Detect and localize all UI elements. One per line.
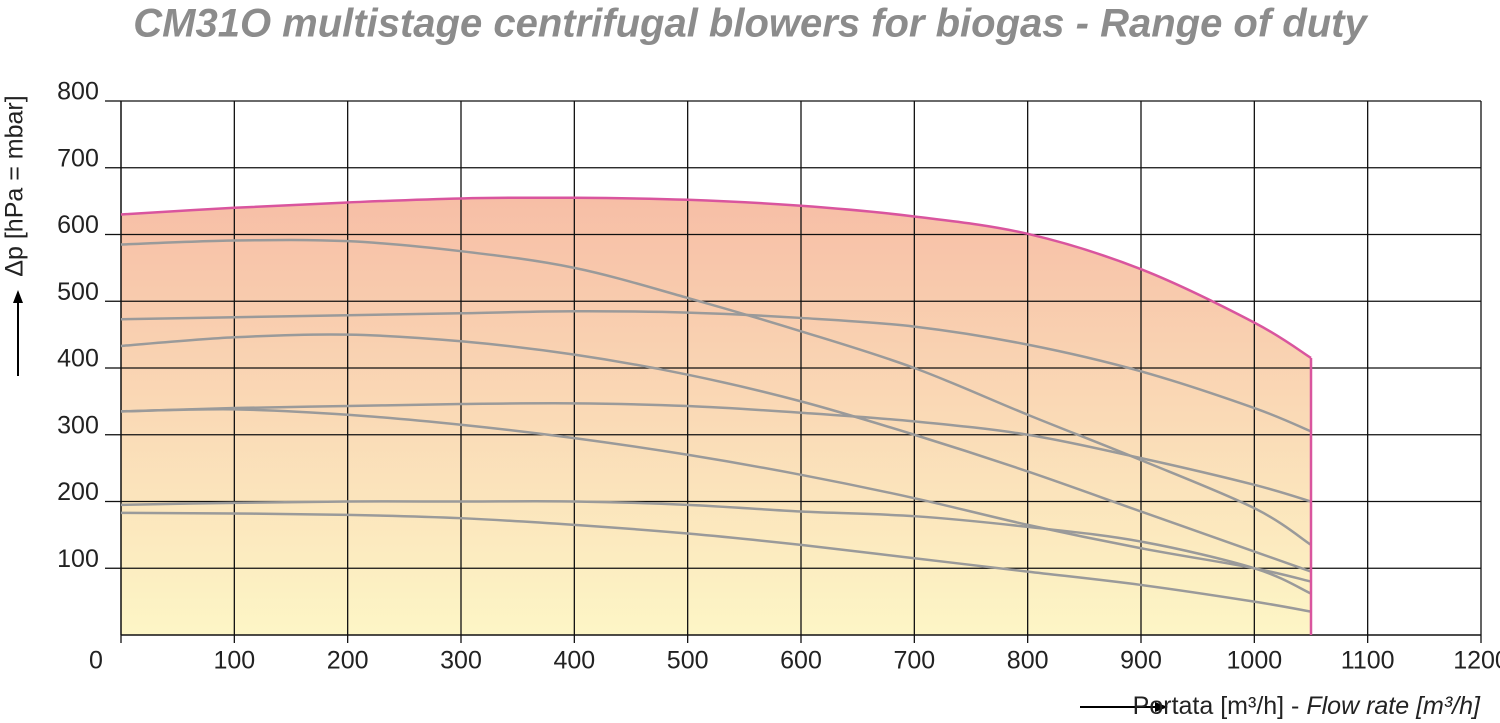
blower-curve	[120, 500, 1312, 595]
x-tick-label: 700	[893, 647, 935, 675]
x-label-main: Portata [m³/h] -	[1133, 692, 1307, 720]
blower-curve	[120, 408, 1312, 583]
x-tick-label: 1000	[1227, 647, 1283, 675]
duty-area	[121, 197, 1311, 635]
x-label-en: Flow rate [m³/h]	[1306, 692, 1481, 720]
blower-curve	[120, 402, 1312, 503]
x-tick-label: 100	[213, 647, 255, 675]
y-tick-label: 500	[57, 278, 99, 306]
x-arrow-head	[1155, 702, 1168, 712]
blower-curve	[120, 333, 1312, 573]
y-tick-label: 200	[57, 478, 99, 506]
x-axis-label: Portata [m³/h] - Flow rate [m³/h]	[1133, 692, 1481, 720]
y-tick-label: 400	[57, 345, 99, 373]
y-tick-label: 600	[57, 211, 99, 239]
blower-curve	[120, 309, 1312, 433]
x-tick-label: 800	[1007, 647, 1049, 675]
x-tick-label: 500	[667, 647, 709, 675]
x-tick-label: 0	[89, 647, 103, 675]
x-tick-label: 900	[1120, 647, 1162, 675]
y-tick-label: 800	[57, 78, 99, 106]
x-tick-label: 1200	[1453, 647, 1500, 675]
x-tick-label: 200	[327, 647, 369, 675]
x-tick-label: 400	[553, 647, 595, 675]
blower-curve	[120, 511, 1312, 613]
y-tick-label: 300	[57, 411, 99, 439]
y-arrow-head	[13, 290, 23, 303]
y-tick-label: 700	[57, 144, 99, 172]
y-axis-label: Δp [hPa = mbar]	[1, 95, 29, 276]
chart-title: CM31O multistage centrifugal blowers for…	[133, 2, 1368, 46]
x-tick-label: 600	[780, 647, 822, 675]
x-tick-label: 1100	[1341, 647, 1395, 675]
y-tick-label: 100	[57, 545, 99, 573]
duty-envelope	[120, 196, 1312, 360]
x-tick-label: 300	[440, 647, 482, 675]
